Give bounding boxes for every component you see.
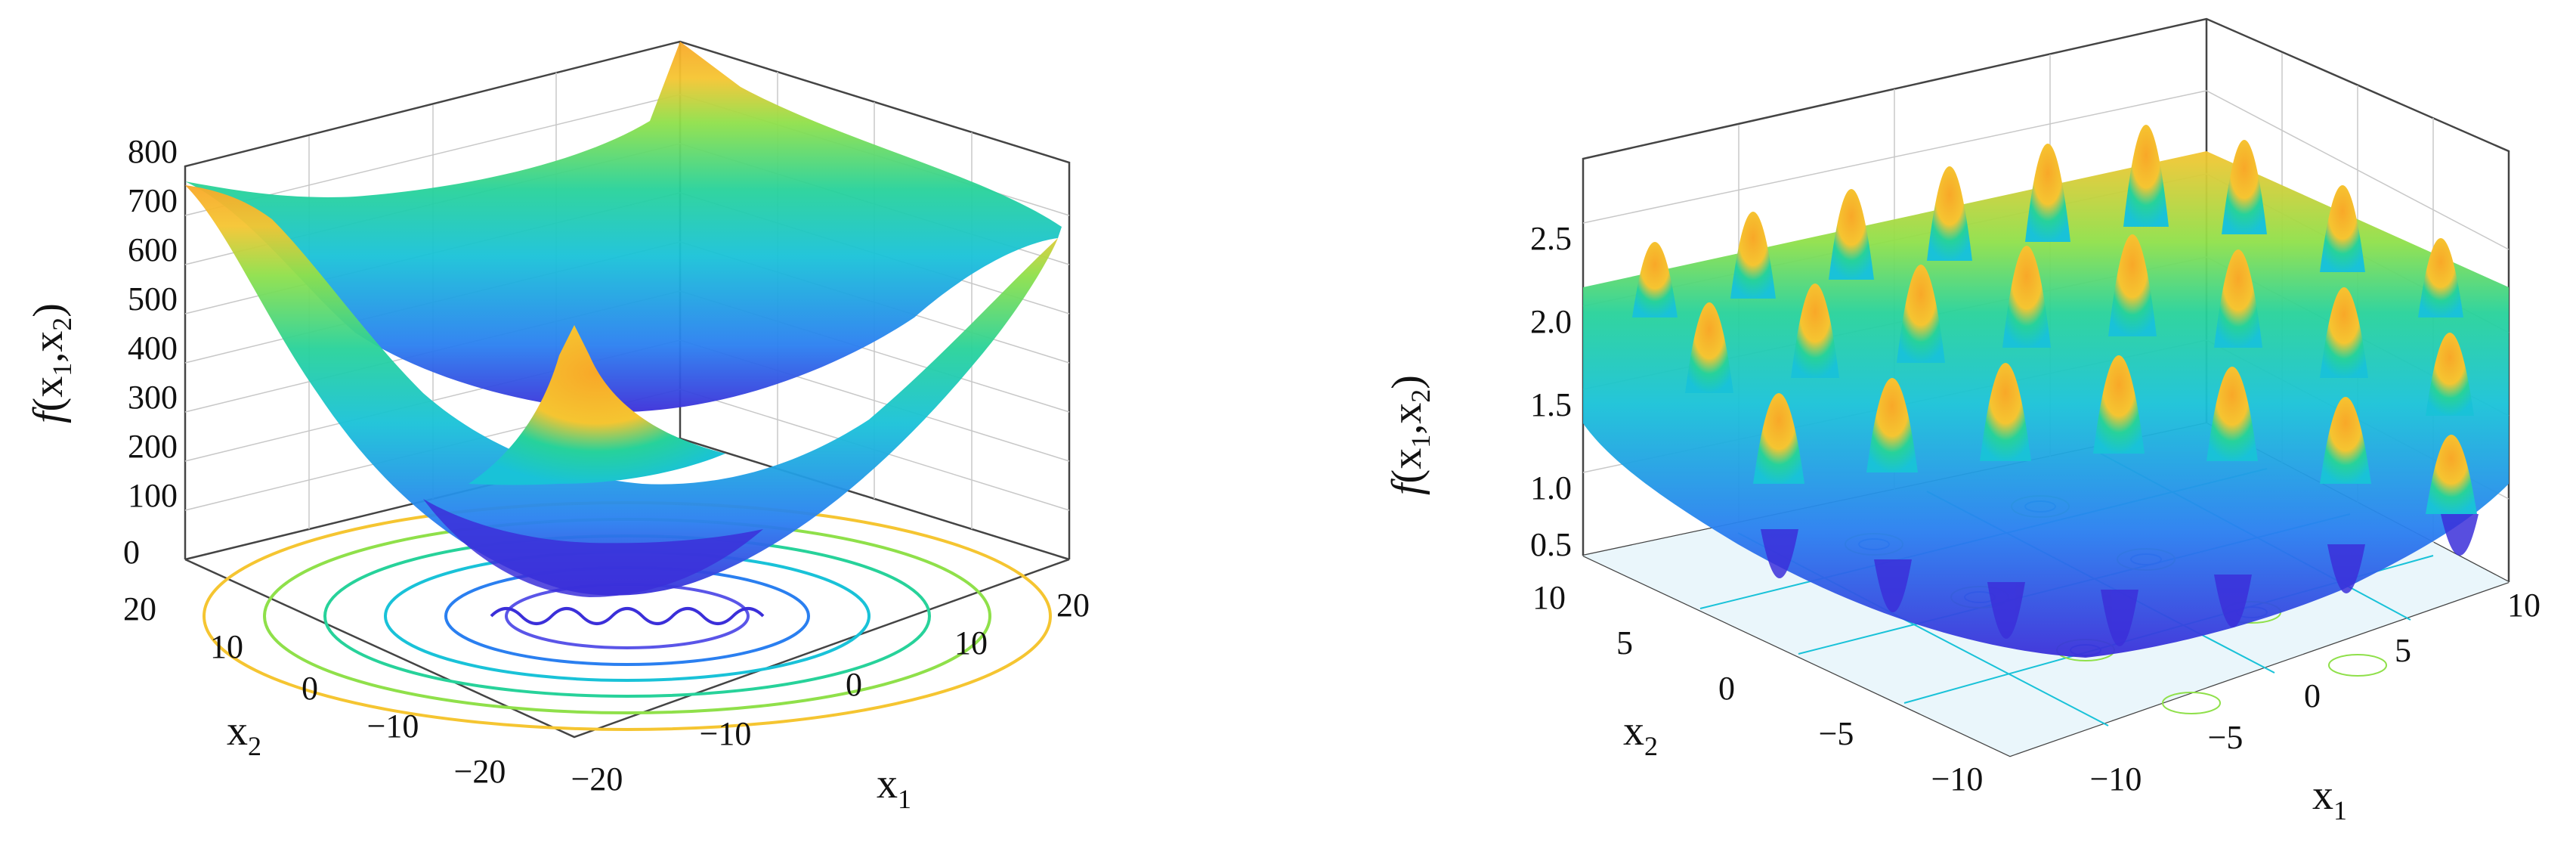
- chart1-surface: [185, 42, 1062, 597]
- x-label-sub: 1: [2333, 795, 2347, 825]
- chart1-bowl-bottom: [423, 499, 763, 597]
- chart2-ylabel: x2: [1623, 708, 1658, 761]
- z-paren-open: (: [1384, 469, 1430, 484]
- y-tick-label: 20: [123, 590, 156, 627]
- z-tick-label: 2.5: [1530, 220, 1572, 257]
- chart2-xlabel: x1: [2312, 772, 2347, 825]
- y-label-base: x: [1623, 708, 1644, 754]
- z-tick-label: 0: [123, 534, 140, 571]
- chart1-z-ticks: 800 700 600 500 400 300 200 100 0: [123, 133, 178, 571]
- z-tick-label: 500: [128, 280, 178, 317]
- chart1-center-peak: [469, 325, 725, 485]
- z-arg2-base: x: [1384, 403, 1430, 424]
- chart2-zlabel: f(x1,x2): [1384, 375, 1436, 495]
- x-tick-label: 0: [2304, 677, 2321, 714]
- y-tick-label: 5: [1616, 624, 1633, 661]
- chart1-ylabel: x2: [227, 708, 261, 761]
- z-arg1-sub: 1: [1406, 435, 1436, 448]
- x-tick-label: 5: [2395, 632, 2411, 669]
- y-tick-label: −10: [367, 708, 419, 745]
- z-paren-open: (: [25, 398, 72, 412]
- y-label-base: x: [227, 708, 248, 754]
- chart2-surface-body: [1583, 151, 2509, 658]
- y-tick-label: 0: [1718, 670, 1735, 707]
- chart2-valleys: [1761, 514, 2479, 646]
- chart1-y-ticks: 20 10 0 −10 −20: [123, 590, 506, 790]
- x-label-base: x: [2312, 772, 2333, 819]
- z-tick-label: 800: [128, 133, 178, 170]
- x-label-base: x: [877, 760, 898, 807]
- z-paren-close: ): [1384, 375, 1430, 389]
- z-tick-label: 0.5: [1530, 526, 1572, 563]
- y-tick-label: 10: [210, 628, 243, 665]
- z-arg1-sub: 1: [47, 363, 77, 376]
- y-label-sub: 2: [1644, 731, 1658, 761]
- x-tick-label: −5: [2208, 719, 2244, 756]
- z-comma: ,: [25, 352, 72, 363]
- z-arg1-base: x: [1384, 448, 1430, 469]
- z-tick-label: 2.0: [1530, 303, 1572, 340]
- chart1-surface-front: [185, 185, 1058, 596]
- z-comma: ,: [1384, 424, 1430, 435]
- chart1-x-ticks: −20 −10 0 10 20: [571, 587, 1090, 798]
- chart2-z-ticks: 2.5 2.0 1.5 1.0 0.5: [1530, 220, 1572, 563]
- x-tick-label: 10: [954, 624, 988, 661]
- chart1-zlabel: f(x1,x2): [25, 303, 77, 423]
- z-tick-label: 700: [128, 182, 178, 219]
- z-tick-label: 400: [128, 330, 178, 367]
- x-tick-label: 20: [1056, 587, 1090, 624]
- z-tick-label: 100: [128, 477, 178, 514]
- z-tick-label: 1.0: [1530, 469, 1572, 506]
- chart2-peaks: [1632, 125, 2477, 514]
- bowl-surface-chart: 800 700 600 500 400 300 200 100 0 20 10 …: [25, 40, 1090, 814]
- z-tick-label: 600: [128, 231, 178, 268]
- y-tick-label: 10: [1532, 579, 1566, 616]
- y-tick-label: −5: [1819, 715, 1854, 752]
- z-tick-label: 1.5: [1530, 386, 1572, 423]
- y-tick-label: −20: [454, 753, 506, 790]
- z-paren-close: ): [25, 303, 72, 317]
- z-arg1-base: x: [25, 376, 72, 398]
- z-tick-label: 300: [128, 379, 178, 416]
- x-tick-label: −10: [700, 715, 752, 752]
- x-tick-label: −20: [571, 760, 623, 798]
- egg-crate-surface-chart: 2.5 2.0 1.5 1.0 0.5 10 5 0 −5 −10 −10 −5…: [1384, 17, 2540, 825]
- chart2-x-ticks: −10 −5 0 5 10: [2090, 587, 2540, 798]
- z-tick-label: 200: [128, 428, 178, 465]
- x-tick-label: 10: [2507, 587, 2540, 624]
- z-arg2-sub: 2: [1406, 389, 1436, 403]
- chart1-surface-back: [185, 42, 1062, 412]
- chart2-y-ticks: 10 5 0 −5 −10: [1532, 579, 1983, 798]
- chart2-surface: [1583, 125, 2509, 658]
- x-tick-label: −10: [2090, 760, 2142, 798]
- z-arg2-base: x: [25, 331, 72, 352]
- x-tick-label: 0: [846, 666, 862, 703]
- y-label-sub: 2: [248, 731, 261, 761]
- chart1-xlabel: x1: [877, 760, 911, 814]
- y-tick-label: −10: [1931, 760, 1984, 798]
- y-tick-label: 0: [302, 670, 318, 707]
- x-label-sub: 1: [898, 784, 911, 814]
- z-arg2-sub: 2: [47, 317, 77, 331]
